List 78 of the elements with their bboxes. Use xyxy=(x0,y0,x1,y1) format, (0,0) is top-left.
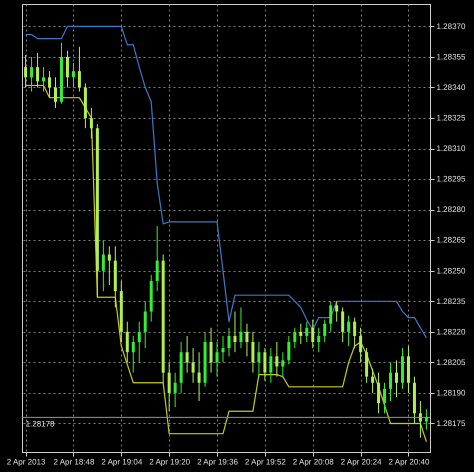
y-tick-label: 1.28280 xyxy=(436,205,466,214)
x-tick-label: 2 Apr 20:24 xyxy=(340,458,382,466)
x-tick-label: 2 Apr 20:08 xyxy=(292,458,334,466)
candlestick xyxy=(293,327,296,349)
candlestick xyxy=(227,327,230,357)
candlestick xyxy=(48,70,52,98)
y-tick-label: 1.28190 xyxy=(436,388,466,398)
candlestick xyxy=(239,306,242,349)
candlestick xyxy=(210,327,213,374)
candlestick xyxy=(90,107,93,139)
x-tick-label: 2 Apr 2013 xyxy=(6,458,46,466)
x-tick-label: 2 Apr 19:04 xyxy=(101,458,143,466)
candlestick xyxy=(233,310,236,353)
y-tick-label: 1.28295 xyxy=(436,174,466,184)
candlestick xyxy=(353,317,356,349)
y-tick-label: 1.28235 xyxy=(436,296,466,306)
candlestick xyxy=(245,323,248,357)
candlestick xyxy=(36,52,40,88)
candlestick xyxy=(359,327,362,363)
candlestick xyxy=(281,352,284,378)
candlestick xyxy=(341,306,344,343)
candlestick xyxy=(222,335,225,363)
candlestick xyxy=(102,240,105,292)
candlestick xyxy=(395,360,398,398)
candlestick xyxy=(257,342,260,378)
candlestick xyxy=(305,321,308,343)
x-tick-label: 2 Apr 19:20 xyxy=(149,458,191,466)
candlestick xyxy=(269,348,272,384)
x-tick-label: 2 Apr 19:52 xyxy=(244,458,286,466)
candlestick xyxy=(251,331,254,374)
candlestick xyxy=(54,76,57,108)
candlestick xyxy=(263,348,266,382)
candlestick xyxy=(311,319,314,349)
candlestick xyxy=(383,382,386,414)
y-tick-label: 1.28265 xyxy=(436,236,466,245)
candlestick xyxy=(299,323,302,345)
candlestick xyxy=(192,348,195,384)
candlestick xyxy=(66,50,69,88)
candlestick xyxy=(144,300,147,349)
y-tick-label: 1.28325 xyxy=(436,114,466,123)
x-tick-label: 2 Apr 20:40 xyxy=(388,458,430,466)
y-tick-label: 1.28370 xyxy=(436,22,466,31)
x-tick-label: 2 Apr 18:48 xyxy=(53,458,95,466)
line-series xyxy=(24,84,428,442)
candlestick xyxy=(323,319,326,343)
candlestick xyxy=(317,327,320,353)
candlestick xyxy=(108,246,111,286)
candlestick xyxy=(371,368,374,394)
candlestick xyxy=(287,335,290,365)
candlestick xyxy=(126,321,129,363)
y-tick-label: 1.28220 xyxy=(436,327,466,336)
candlestick xyxy=(168,362,171,412)
candlestick xyxy=(198,352,201,402)
candlestick xyxy=(174,372,177,408)
y-tick-label: 1.28340 xyxy=(436,82,466,92)
candlestick xyxy=(30,56,34,92)
candlestick xyxy=(78,46,81,92)
candlestick xyxy=(275,342,278,378)
candlestick xyxy=(329,300,332,332)
candlestick xyxy=(389,362,392,402)
candlestick xyxy=(216,342,219,378)
y-tick-label: 1.28310 xyxy=(436,144,466,154)
y-tick-label: 1.28205 xyxy=(436,358,466,367)
candlestick xyxy=(335,300,338,322)
candlestick xyxy=(42,66,46,92)
candlestick xyxy=(156,225,159,292)
candlestick xyxy=(347,315,350,347)
candlestick xyxy=(132,335,135,374)
candlestick xyxy=(186,335,189,374)
candlestick xyxy=(377,372,380,414)
candlestick xyxy=(138,321,141,363)
y-tick-label: 1.28175 xyxy=(436,418,466,428)
x-tick-label: 2 Apr 19:36 xyxy=(197,458,239,466)
candlestick xyxy=(24,54,28,88)
y-tick-label: 1.28355 xyxy=(436,52,466,62)
candlestick xyxy=(72,62,75,88)
y-tick-label: 1.28250 xyxy=(436,266,466,276)
ref-line-label: 1.28178 xyxy=(26,419,56,428)
